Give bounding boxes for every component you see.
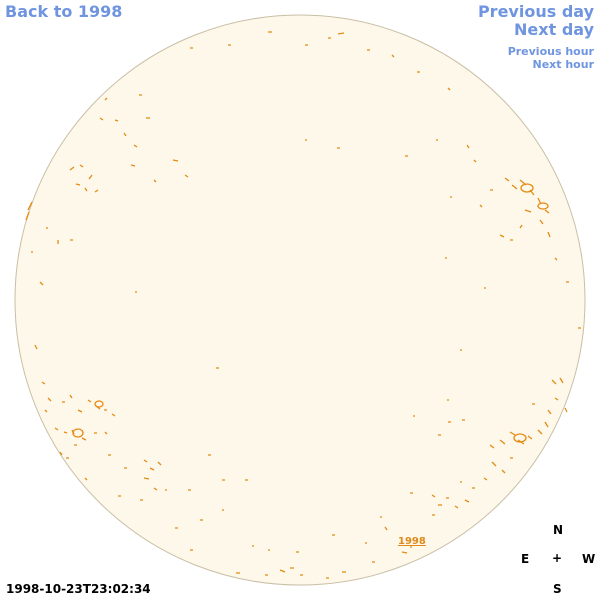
- compass-center-icon: +: [552, 551, 563, 565]
- next-hour-link[interactable]: Next hour: [532, 58, 595, 71]
- previous-hour-link[interactable]: Previous hour: [507, 45, 594, 58]
- compass-south: S: [553, 582, 562, 596]
- observation-timestamp: 1998-10-23T23:02:34: [6, 582, 151, 596]
- compass-north: N: [553, 523, 564, 537]
- compass-west: W: [582, 552, 596, 566]
- year-region-label[interactable]: 1998: [398, 536, 426, 547]
- compass-east: E: [521, 552, 530, 566]
- previous-day-link[interactable]: Previous day: [477, 2, 594, 21]
- back-to-year-link[interactable]: Back to 1998: [5, 2, 123, 21]
- active-features: [25, 31, 581, 579]
- next-day-link[interactable]: Next day: [514, 20, 594, 39]
- solar-disk: [14, 14, 586, 586]
